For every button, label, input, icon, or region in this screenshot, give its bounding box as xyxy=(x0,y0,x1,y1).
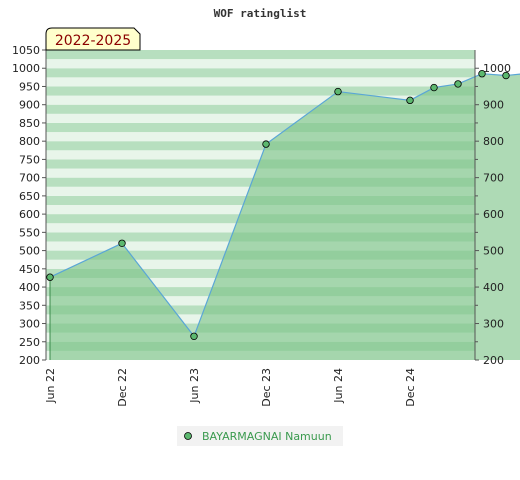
data-point xyxy=(502,71,510,80)
data-point xyxy=(46,273,54,281)
data-point xyxy=(118,239,126,247)
y-tick-label-left: 600 xyxy=(19,208,40,221)
period-badge: 2022-2025 xyxy=(45,27,141,51)
y-tick-label-left: 250 xyxy=(19,336,40,349)
y-tick-label-left: 800 xyxy=(19,135,40,148)
band xyxy=(46,113,475,123)
data-point xyxy=(262,140,270,148)
band xyxy=(46,95,475,105)
x-tick-label: Jun 24 xyxy=(332,368,345,404)
x-tick-label: Jun 22 xyxy=(44,368,57,404)
y-tick-label-left: 750 xyxy=(19,153,40,166)
y-tick-label-right: 900 xyxy=(483,99,504,112)
data-point xyxy=(190,332,198,340)
y-tick-label-right: 200 xyxy=(483,354,504,367)
y-tick-label-right: 1000 xyxy=(483,62,511,75)
data-point xyxy=(430,83,438,92)
x-tick-label: Dec 22 xyxy=(116,368,129,407)
band xyxy=(46,86,475,96)
legend-marker xyxy=(184,432,192,440)
band xyxy=(46,150,475,160)
data-point xyxy=(478,70,486,78)
y-axis-right-ticks: 200 300 400 500 600 700 800 900 1000 xyxy=(475,62,511,367)
y-tick-label-left: 200 xyxy=(19,354,40,367)
y-tick-label-left: 550 xyxy=(19,226,40,239)
legend-series-name: BAYARMAGNAI Namuun xyxy=(202,430,332,443)
y-tick-label-right: 600 xyxy=(483,208,504,221)
y-axis-left-ticks: 200 250 300 350 400 450 500 550 600 650 700 750 800 8… xyxy=(12,44,46,367)
y-tick-label-left: 400 xyxy=(19,281,40,294)
band xyxy=(46,77,475,87)
band xyxy=(46,122,475,133)
period-badge-label: 2022-2025 xyxy=(55,33,131,49)
band xyxy=(46,104,475,114)
y-tick-label-right: 800 xyxy=(483,135,504,148)
y-tick-label-left: 500 xyxy=(19,245,40,258)
y-tick-label-left: 1050 xyxy=(12,44,40,57)
y-tick-label-left: 1000 xyxy=(12,62,40,75)
y-tick-label-left: 300 xyxy=(19,318,40,331)
y-tick-label-left: 900 xyxy=(19,99,40,112)
y-tick-label-left: 700 xyxy=(19,172,40,185)
band xyxy=(46,132,475,142)
y-tick-label-left: 350 xyxy=(19,299,40,312)
legend[interactable]: BAYARMAGNAI Namuun xyxy=(177,426,343,446)
x-tick-label: Dec 23 xyxy=(260,368,273,407)
x-tick-label: Dec 24 xyxy=(404,368,417,407)
data-point xyxy=(454,80,462,88)
y-tick-label-right: 300 xyxy=(483,318,504,331)
band xyxy=(46,141,475,151)
y-tick-label-left: 850 xyxy=(19,117,40,130)
y-tick-label-left: 450 xyxy=(19,263,40,276)
x-axis-ticks: Jun 22 Dec 22 Jun 23 Dec 23 Jun 24 Dec 24 xyxy=(44,368,417,407)
y-tick-label-right: 400 xyxy=(483,281,504,294)
y-tick-label-right: 500 xyxy=(483,245,504,258)
band xyxy=(46,68,475,78)
data-points xyxy=(46,70,510,340)
chart-title: WOF ratinglist xyxy=(214,7,307,20)
y-tick-label-right: 700 xyxy=(483,172,504,185)
area-fill xyxy=(50,73,520,360)
x-tick-label: Jun 23 xyxy=(188,368,201,404)
band xyxy=(46,50,475,60)
data-point xyxy=(406,96,414,105)
band xyxy=(46,59,475,69)
data-point xyxy=(334,87,342,96)
y-tick-label-left: 650 xyxy=(19,190,40,203)
axes xyxy=(45,50,476,360)
y-tick-label-left: 950 xyxy=(19,80,40,93)
